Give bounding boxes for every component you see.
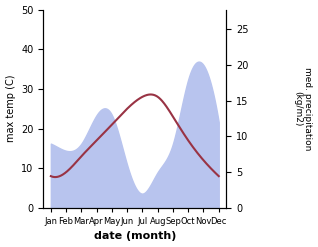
Y-axis label: max temp (C): max temp (C) [5, 75, 16, 143]
Y-axis label: med. precipitation
(kg/m2): med. precipitation (kg/m2) [293, 67, 313, 150]
X-axis label: date (month): date (month) [93, 231, 176, 242]
